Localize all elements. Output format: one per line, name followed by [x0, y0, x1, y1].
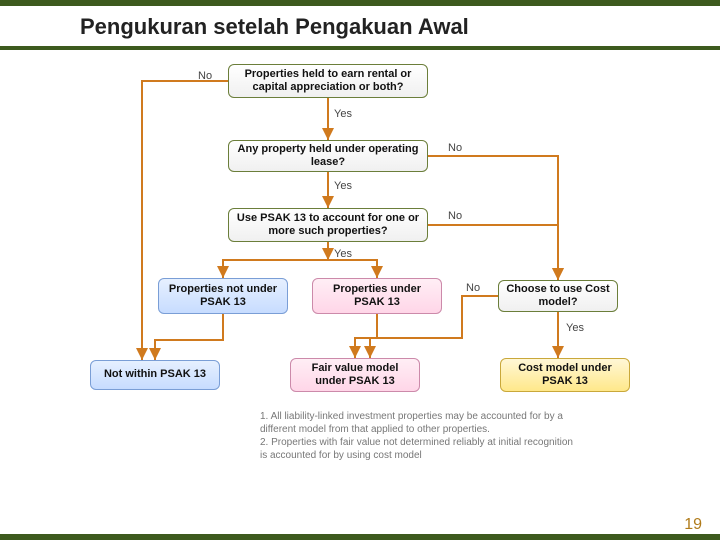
- page-number: 19: [684, 516, 702, 534]
- edge-pyes-fv: [355, 314, 377, 358]
- label-no3: No: [448, 210, 462, 222]
- label-no1: No: [198, 70, 212, 82]
- edge-q1-no-notwithin: [142, 81, 228, 360]
- label-no2: No: [448, 142, 462, 154]
- node-q3: Use PSAK 13 to account for one or more s…: [228, 208, 428, 242]
- label-yes1: Yes: [334, 108, 352, 120]
- bottom-accent-bar: [0, 534, 720, 540]
- label-no4: No: [466, 282, 480, 294]
- edge-pnot-notwithin: [155, 314, 223, 360]
- flowchart-canvas: Properties held to earn rental or capita…: [0, 50, 720, 510]
- node-fv: Fair value model under PSAK 13: [290, 358, 420, 392]
- edge-split-pyes: [328, 260, 377, 278]
- node-p_not: Properties not under PSAK 13: [158, 278, 288, 314]
- page-title: Pengukuran setelah Pengakuan Awal: [0, 6, 720, 46]
- node-p_yes: Properties under PSAK 13: [312, 278, 442, 314]
- label-yes4: Yes: [566, 322, 584, 334]
- label-yes2: Yes: [334, 180, 352, 192]
- node-cost: Cost model under PSAK 13: [500, 358, 630, 392]
- node-q2: Any property held under operating lease?: [228, 140, 428, 172]
- edge-q3-no-qcost: [428, 225, 558, 280]
- node-q_cost: Choose to use Cost model?: [498, 280, 618, 312]
- label-yes3: Yes: [334, 248, 352, 260]
- node-not_within: Not within PSAK 13: [90, 360, 220, 390]
- edge-split-pnot: [223, 260, 328, 278]
- node-q1: Properties held to earn rental or capita…: [228, 64, 428, 98]
- footnotes: 1. All liability-linked investment prope…: [260, 410, 580, 462]
